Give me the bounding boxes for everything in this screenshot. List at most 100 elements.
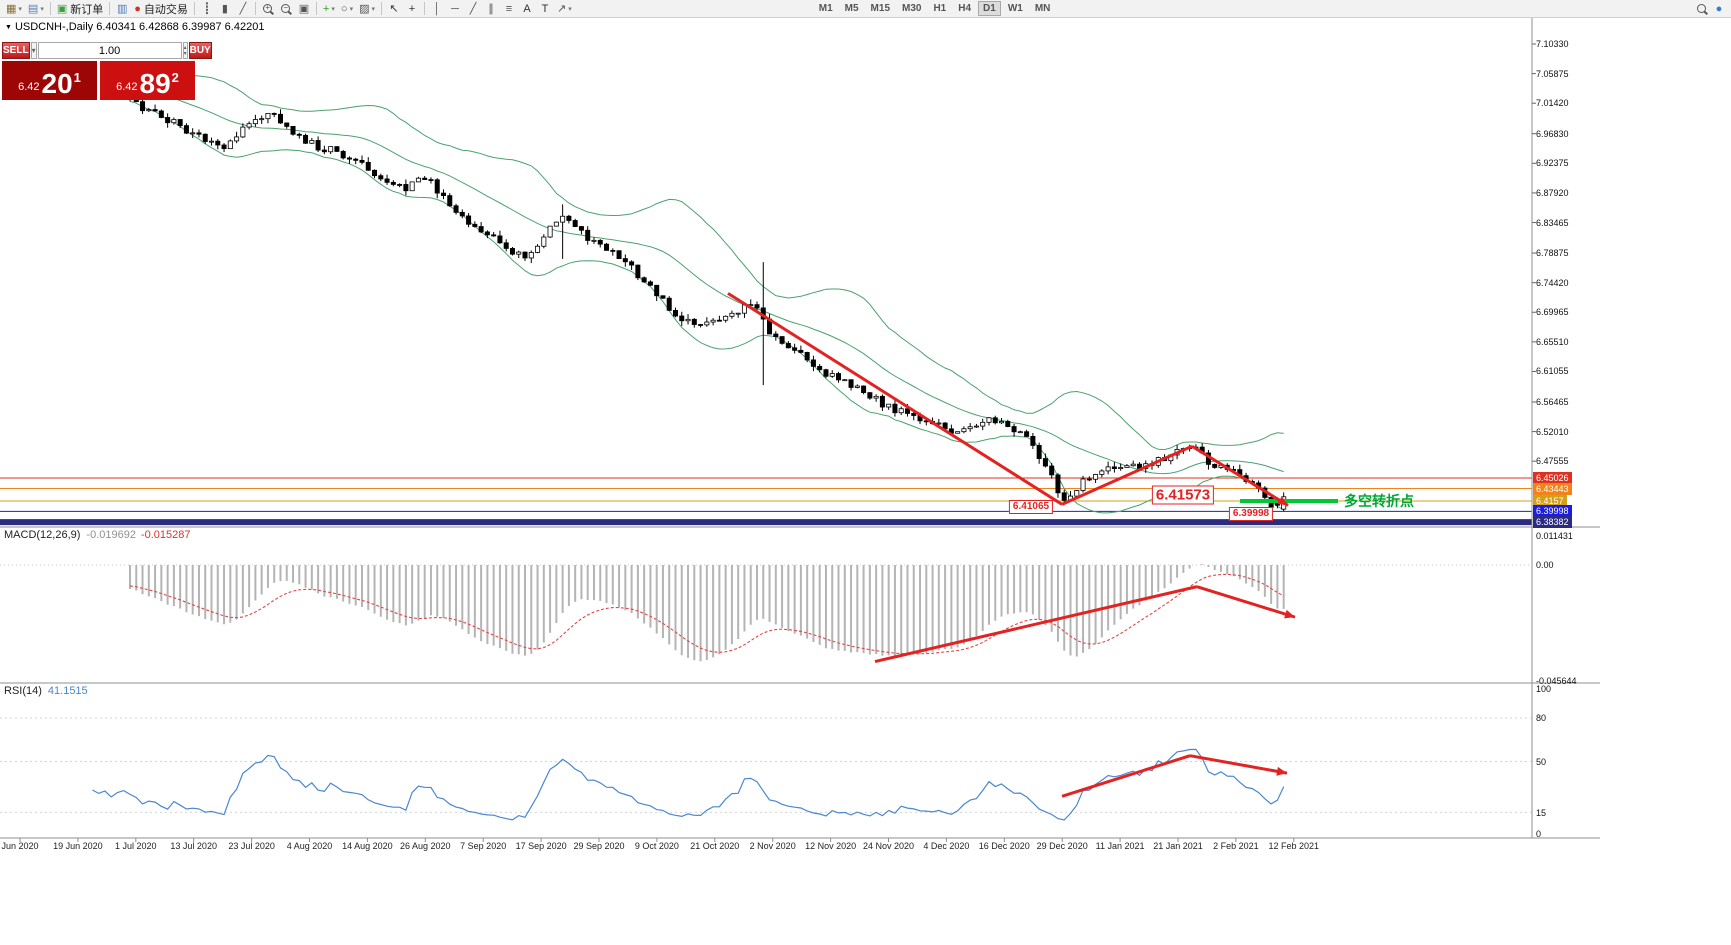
fibonacci-icon: ≡ xyxy=(505,2,513,15)
line-chart-icon: ╱ xyxy=(239,3,247,15)
rsi-pane-title: RSI(14) 41.1515 xyxy=(4,685,88,697)
cursor-button[interactable]: ↖ xyxy=(386,1,402,17)
stepper-down-icon: ▾ xyxy=(183,50,187,57)
new-chart-icon: ▦ xyxy=(6,3,17,15)
chevron-down-icon: ▾ xyxy=(31,46,36,55)
zoom-in-icon[interactable]: + xyxy=(260,1,276,17)
macd-label: MACD(12,26,9) xyxy=(4,529,81,541)
arrows-icon: ↗ xyxy=(557,3,567,15)
text-icon: A xyxy=(523,2,531,15)
tile-windows-button[interactable]: ▣ xyxy=(296,1,312,17)
rsi-label: RSI(14) xyxy=(4,685,42,697)
timeframe-group: M1 M5 M15 M30 H1 H4 D1 W1 MN xyxy=(813,1,1057,16)
timeframe-d1-button[interactable]: D1 xyxy=(978,1,1001,16)
symbol-ohlc-header: ▼ USDCNH-,Daily 6.40341 6.42868 6.39987 6… xyxy=(5,21,264,33)
text-button[interactable]: A xyxy=(519,1,535,17)
buy-button[interactable]: BUY xyxy=(188,42,212,59)
timeframe-h4-button[interactable]: H4 xyxy=(958,3,972,14)
horizontal-line-icon: ─ xyxy=(451,2,459,15)
cursor-icon: ↖ xyxy=(389,3,399,15)
macd-pane-title: MACD(12,26,9) -0.019692 -0.015287 xyxy=(4,529,191,541)
crosshair-button[interactable]: + xyxy=(404,1,420,17)
periods-button[interactable]: ○ ▾ xyxy=(339,1,355,17)
chart-windows-icon: ▥ xyxy=(117,3,128,15)
symbol-ohlc-text: USDCNH-,Daily 6.40341 6.42868 6.39987 6.… xyxy=(14,21,265,33)
toolbar: ▦ ▾ ▤ ▾ ▣ 新订单 ▥ ● 自动交易 ┋ ▮ ╱ + − ▣ + ▾ ○ ▾ ▨ ▾ ↖ + │ ─ ╱ ∥ ≡ A T ↗ ▾ M1 M… xyxy=(0,0,1731,18)
indicators-icon: + xyxy=(322,2,330,15)
sell-price-big: 20 xyxy=(41,68,73,99)
buy-price-sup: 2 xyxy=(171,70,179,85)
buy-price-tile[interactable]: 6.42 89 2 xyxy=(100,61,195,100)
chevron-down-icon: ▾ xyxy=(349,5,354,13)
indicators-button[interactable]: + ▾ xyxy=(321,1,337,17)
trendline-icon: ╱ xyxy=(469,3,477,15)
rsi-value: 41.1515 xyxy=(47,685,88,697)
toolbar-separator xyxy=(315,2,317,15)
macd-signal-value: -0.015287 xyxy=(140,529,191,541)
fibonacci-button[interactable]: ≡ xyxy=(501,1,517,17)
line-chart-button[interactable]: ╱ xyxy=(235,1,251,17)
timeframe-m5-button[interactable]: M5 xyxy=(844,3,859,14)
new-order-button-label: 新订单 xyxy=(70,3,104,16)
community-button[interactable]: ● xyxy=(1711,1,1727,17)
chevron-down-icon: ▾ xyxy=(18,5,22,13)
toolbar-separator xyxy=(109,2,111,15)
autotrading-button[interactable]: ● 自动交易 xyxy=(132,1,190,17)
toolbar-separator xyxy=(49,2,51,15)
templates-button[interactable]: ▨ ▾ xyxy=(357,1,377,17)
timeframe-m1-button[interactable]: M1 xyxy=(818,3,833,14)
chart-windows-button[interactable]: ▥ xyxy=(114,1,130,17)
sell-button[interactable]: SELL xyxy=(2,42,30,59)
timeframe-m15-button[interactable]: M15 xyxy=(870,3,890,14)
community-icon: ● xyxy=(1715,2,1723,15)
templates-icon: ▨ xyxy=(359,3,370,15)
horizontal-line-button[interactable]: ─ xyxy=(447,1,463,17)
text-label-button[interactable]: T xyxy=(537,1,553,17)
timeframe-h1-button[interactable]: H1 xyxy=(933,3,947,14)
chevron-down-icon: ▾ xyxy=(371,5,375,13)
vertical-line-icon: │ xyxy=(433,2,441,15)
volume-stepper[interactable]: ▴ ▾ xyxy=(182,42,188,59)
tile-windows-icon: ▣ xyxy=(298,3,310,15)
periods-icon: ○ xyxy=(340,2,348,15)
new-order-button[interactable]: ▣ 新订单 xyxy=(55,1,105,17)
toolbar-separator xyxy=(381,2,382,15)
chevron-down-icon: ▾ xyxy=(568,5,572,13)
chevron-down-icon: ▾ xyxy=(40,5,44,13)
buy-price-big: 89 xyxy=(139,68,171,99)
stepper-up-icon: ▴ xyxy=(183,44,187,51)
candlestick-chart-button[interactable]: ▮ xyxy=(217,1,233,17)
text-label-icon: T xyxy=(541,2,549,15)
candlestick-chart-icon: ▮ xyxy=(221,3,228,15)
new-order-icon: ▣ xyxy=(56,3,68,15)
toolbar-separator xyxy=(193,2,195,15)
zoom-out-icon[interactable]: − xyxy=(278,1,294,17)
channel-button[interactable]: ∥ xyxy=(483,1,499,17)
sell-price-sup: 1 xyxy=(73,70,81,85)
volume-input[interactable] xyxy=(37,42,182,59)
vertical-line-button[interactable]: │ xyxy=(429,1,445,17)
profiles-icon: ▤ xyxy=(27,3,39,15)
channel-icon: ∥ xyxy=(488,3,494,15)
bar-chart-button[interactable]: ┋ xyxy=(199,1,215,17)
timeframe-mn-button[interactable]: MN xyxy=(1034,3,1051,14)
crosshair-icon: + xyxy=(408,2,416,15)
sell-price-tile[interactable]: 6.42 20 1 xyxy=(2,61,97,100)
order-type-dropdown[interactable]: ▾ xyxy=(30,42,37,59)
macd-main-value: -0.019692 xyxy=(86,529,136,541)
profiles-button[interactable]: ▤ ▾ xyxy=(26,1,46,17)
bar-chart-icon: ┋ xyxy=(203,3,211,15)
toolbar-separator xyxy=(424,2,425,15)
autotrading-button-label: 自动交易 xyxy=(143,3,188,16)
new-chart-button[interactable]: ▦ ▾ xyxy=(4,1,24,17)
sell-price-main: 6.42 xyxy=(18,81,40,93)
arrows-button[interactable]: ↗ ▾ xyxy=(555,1,574,17)
timeframe-m30-button[interactable]: M30 xyxy=(902,3,922,14)
buy-price-main: 6.42 xyxy=(116,81,138,93)
timeframe-w1-button[interactable]: W1 xyxy=(1007,3,1023,14)
trendline-button[interactable]: ╱ xyxy=(465,1,481,17)
search-icon[interactable] xyxy=(1693,1,1709,17)
toolbar-separator xyxy=(254,2,256,15)
